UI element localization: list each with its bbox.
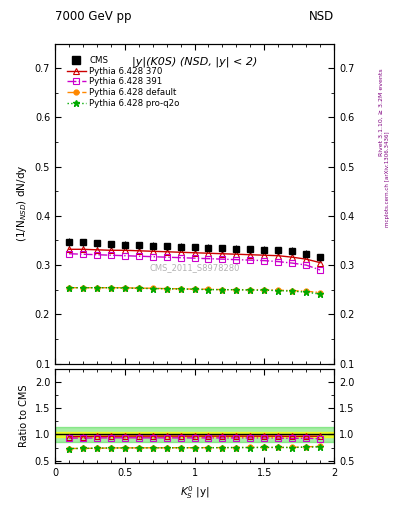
Text: mcplots.cern.ch [arXiv:1306.3436]: mcplots.cern.ch [arXiv:1306.3436]	[385, 132, 389, 227]
Y-axis label: (1/N$_{NSD}$) dN/dy: (1/N$_{NSD}$) dN/dy	[15, 165, 29, 242]
Text: |y|(K0S) (NSD, |y| < 2): |y|(K0S) (NSD, |y| < 2)	[132, 56, 257, 67]
Text: Rivet 3.1.10, ≥ 3.2M events: Rivet 3.1.10, ≥ 3.2M events	[379, 69, 384, 157]
Legend: CMS, Pythia 6.428 370, Pythia 6.428 391, Pythia 6.428 default, Pythia 6.428 pro-: CMS, Pythia 6.428 370, Pythia 6.428 391,…	[65, 54, 181, 110]
Text: NSD: NSD	[309, 10, 334, 23]
Y-axis label: Ratio to CMS: Ratio to CMS	[19, 385, 29, 447]
X-axis label: $K^0_S$ |y|: $K^0_S$ |y|	[180, 484, 209, 501]
Bar	[55, 426, 334, 442]
Text: CMS_2011_S8978280: CMS_2011_S8978280	[149, 263, 240, 272]
Bar	[55, 432, 334, 437]
Text: 7000 GeV pp: 7000 GeV pp	[55, 10, 132, 23]
